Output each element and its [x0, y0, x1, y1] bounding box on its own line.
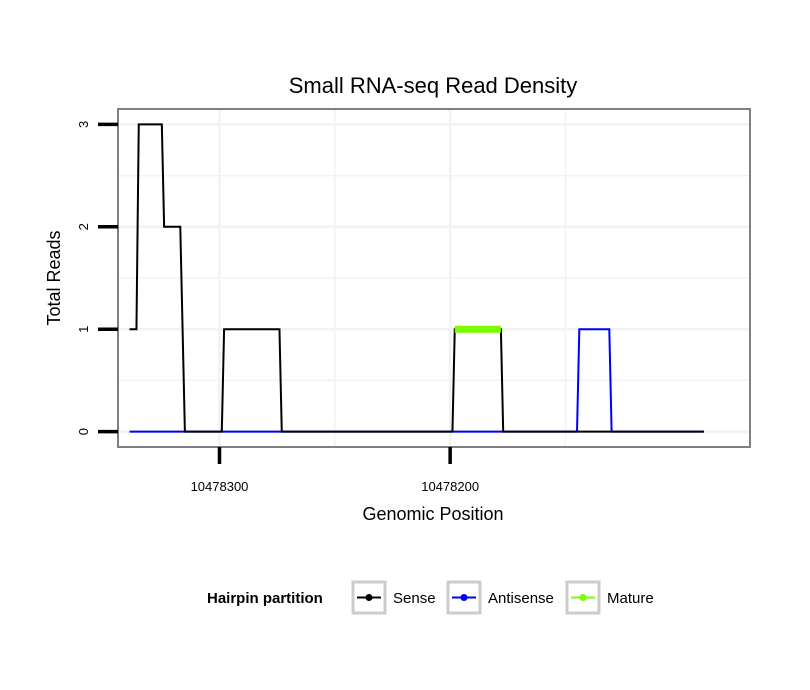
x-tick-label: 10478300: [191, 479, 249, 494]
plot-panel-border: [117, 108, 751, 448]
legend: Hairpin partition Sense Antisense Mature: [207, 580, 654, 615]
y-tick-label: 0: [76, 428, 91, 435]
legend-label-antisense: Antisense: [488, 590, 554, 607]
series-layer: [129, 123, 704, 433]
legend-point-antisense: [460, 594, 468, 601]
legend-item-sense: Sense: [351, 580, 436, 615]
legend-label-mature: Mature: [607, 590, 654, 607]
legend-item-mature: Mature: [565, 580, 654, 615]
y-tick-label: 2: [76, 223, 91, 230]
legend-title: Hairpin partition: [207, 590, 323, 607]
legend-item-antisense: Antisense: [446, 580, 554, 615]
legend-label-sense: Sense: [393, 590, 436, 607]
legend-point-mature: [579, 594, 587, 601]
chart-title: Small RNA-seq Read Density: [289, 73, 578, 98]
x-axis-ticks: 10478300 10478200: [191, 447, 479, 494]
y-tick-label: 1: [76, 326, 91, 333]
x-tick-label: 10478200: [421, 479, 479, 494]
x-axis-title: Genomic Position: [362, 504, 503, 524]
y-axis-ticks: 0 1 2 3: [76, 121, 118, 435]
legend-point-sense: [365, 594, 373, 601]
y-tick-label: 3: [76, 121, 91, 128]
y-axis-title: Total Reads: [44, 230, 64, 325]
